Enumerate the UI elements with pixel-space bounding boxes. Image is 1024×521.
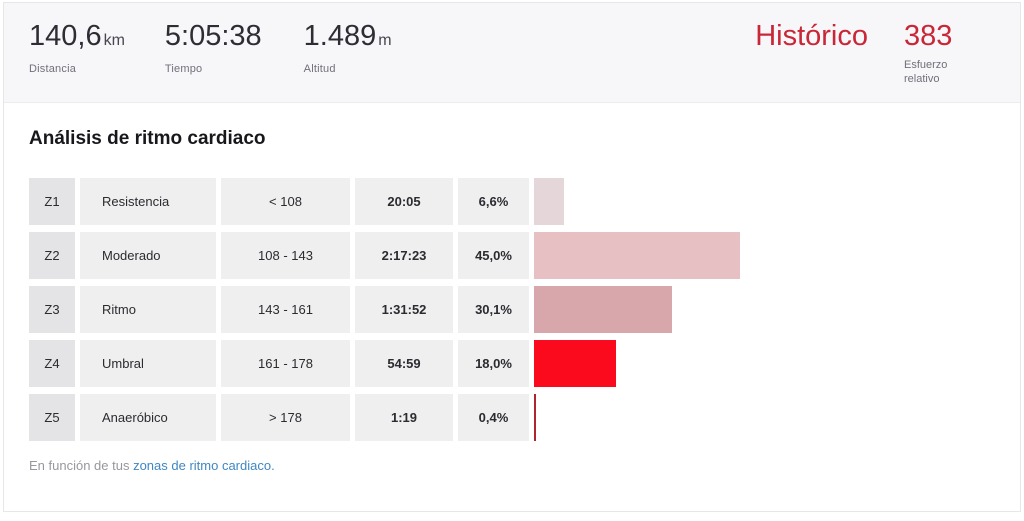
zone-percent-cell: 45,0% bbox=[458, 232, 529, 279]
zone-id-cell: Z2 bbox=[29, 232, 75, 279]
zone-time-cell: 1:19 bbox=[355, 394, 453, 441]
zone-time-cell: 54:59 bbox=[355, 340, 453, 387]
time-value: 5:05:38 bbox=[165, 20, 264, 57]
zone-percent-cell: 6,6% bbox=[458, 178, 529, 225]
zone-name-cell: Moderado bbox=[80, 232, 216, 279]
zone-percent-cell: 0,4% bbox=[458, 394, 529, 441]
distance-unit: km bbox=[103, 32, 125, 49]
time-number: 5:05:38 bbox=[164, 20, 262, 52]
zone-id-cell: Z3 bbox=[29, 286, 75, 333]
elevation-label: Altitud bbox=[303, 63, 336, 75]
zone-name-cell: Anaeróbico bbox=[80, 394, 216, 441]
zone-bar bbox=[534, 394, 536, 441]
zone-name-cell: Umbral bbox=[80, 340, 216, 387]
time-label: Tiempo bbox=[164, 63, 203, 75]
zone-id-cell: Z1 bbox=[29, 178, 75, 225]
zone-bar bbox=[534, 286, 672, 333]
relative-effort-value: 383 bbox=[904, 20, 953, 52]
zone-range-cell: 143 - 161 bbox=[221, 286, 350, 333]
footnote-prefix: En función de tus bbox=[29, 458, 134, 473]
elevation-unit: m bbox=[378, 32, 392, 49]
zone-row-z1: Z1 Resistencia < 108 20:05 6,6% bbox=[29, 178, 995, 225]
relative-effort-label: Esfuerzo relativo bbox=[904, 59, 948, 85]
activity-card: 140,6 km Distancia 5:05:38 Tiempo 1.489 m … bbox=[3, 2, 1021, 512]
stat-time: 5:05:38 Tiempo bbox=[165, 20, 264, 75]
section-title: Análisis de ritmo cardiaco bbox=[29, 128, 266, 149]
activity-stats-header: 140,6 km Distancia 5:05:38 Tiempo 1.489 m … bbox=[4, 3, 1020, 103]
zone-range-cell: > 178 bbox=[221, 394, 350, 441]
distance-value: 140,6 km bbox=[29, 20, 125, 57]
zone-id-cell: Z5 bbox=[29, 394, 75, 441]
zone-percent-cell: 30,1% bbox=[458, 286, 529, 333]
zone-name-cell: Ritmo bbox=[80, 286, 216, 333]
zone-name-cell: Resistencia bbox=[80, 178, 216, 225]
hr-zones-footnote: En función de tus zonas de ritmo cardiac… bbox=[29, 458, 995, 473]
stat-distance: 140,6 km Distancia bbox=[29, 20, 125, 75]
stat-elevation: 1.489 m Altitud bbox=[304, 20, 392, 75]
zone-range-cell: 161 - 178 bbox=[221, 340, 350, 387]
zone-time-cell: 2:17:23 bbox=[355, 232, 453, 279]
zone-row-z2: Z2 Moderado 108 - 143 2:17:23 45,0% bbox=[29, 232, 995, 279]
elevation-number: 1.489 bbox=[303, 20, 377, 52]
elevation-value: 1.489 m bbox=[304, 20, 392, 57]
historico-link[interactable]: Histórico bbox=[755, 20, 868, 52]
hr-zones-link[interactable]: zonas de ritmo cardiaco. bbox=[133, 458, 275, 473]
distance-label: Distancia bbox=[29, 63, 77, 75]
zone-bar bbox=[534, 178, 564, 225]
zone-bar bbox=[534, 232, 740, 279]
zone-row-z4: Z4 Umbral 161 - 178 54:59 18,0% bbox=[29, 340, 995, 387]
hr-zones-table: Z1 Resistencia < 108 20:05 6,6% Z2 Moder… bbox=[29, 178, 995, 441]
zone-time-cell: 20:05 bbox=[355, 178, 453, 225]
header-right-group: Histórico 383 Esfuerzo relativo bbox=[755, 20, 964, 86]
stats-group: 140,6 km Distancia 5:05:38 Tiempo 1.489 m … bbox=[29, 20, 392, 75]
zone-percent-cell: 18,0% bbox=[458, 340, 529, 387]
zone-row-z5: Z5 Anaeróbico > 178 1:19 0,4% bbox=[29, 394, 995, 441]
stat-relative-effort: 383 Esfuerzo relativo bbox=[904, 20, 964, 86]
zone-row-z3: Z3 Ritmo 143 - 161 1:31:52 30,1% bbox=[29, 286, 995, 333]
heart-rate-analysis-section: Análisis de ritmo cardiaco Z1 Resistenci… bbox=[4, 128, 1020, 473]
zone-id-cell: Z4 bbox=[29, 340, 75, 387]
distance-number: 140,6 bbox=[29, 20, 102, 52]
zone-range-cell: < 108 bbox=[221, 178, 350, 225]
zone-range-cell: 108 - 143 bbox=[221, 232, 350, 279]
zone-time-cell: 1:31:52 bbox=[355, 286, 453, 333]
zone-bar bbox=[534, 340, 616, 387]
